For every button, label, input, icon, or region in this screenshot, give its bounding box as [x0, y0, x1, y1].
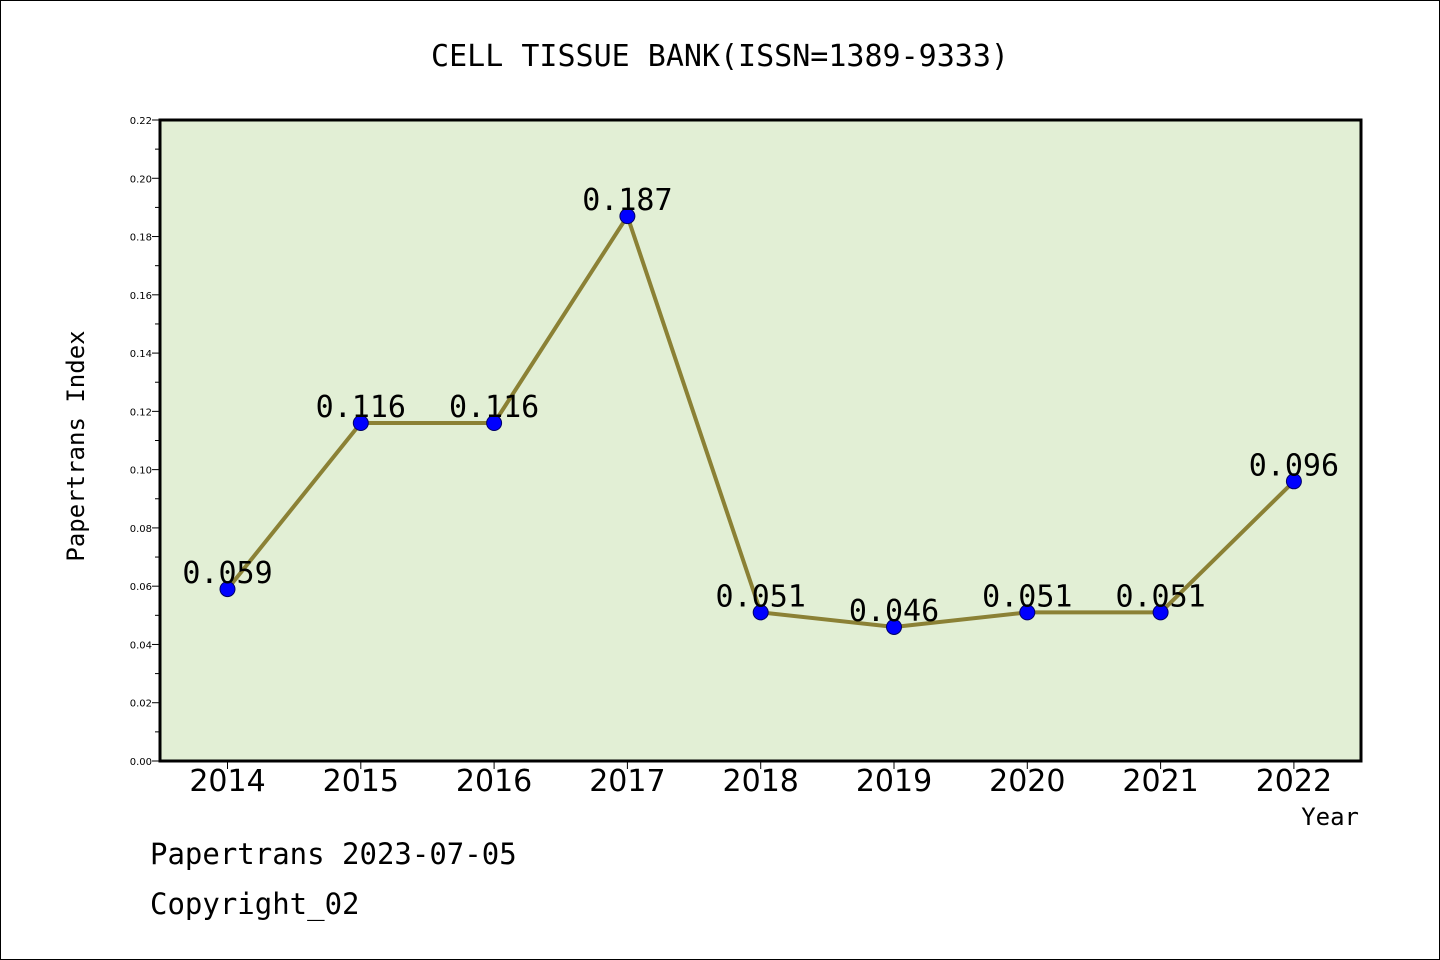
y-tick-label: 0.12 [130, 407, 152, 418]
x-tick-label: 2020 [989, 764, 1065, 799]
data-label: 0.051 [716, 579, 806, 614]
x-tick-label: 2017 [589, 764, 665, 799]
data-label: 0.051 [1115, 579, 1205, 614]
x-axis: 2014 2015 2016 2017 2018 2019 2020 2021 2022 [189, 761, 1332, 799]
y-tick-label: 0.14 [130, 349, 152, 360]
y-axis: 0.00 0.02 0.04 0.06 0.08 0.10 0.12 0.14 0.16 0.18… [130, 116, 160, 768]
y-tick-label: 0.04 [130, 640, 152, 651]
x-tick-label: 2021 [1122, 764, 1198, 799]
y-tick-label: 0.20 [130, 174, 152, 185]
data-label: 0.046 [849, 594, 939, 629]
footer-date: Papertrans 2023-07-05 [150, 837, 517, 871]
data-label: 0.051 [982, 579, 1072, 614]
series-line-group [219, 208, 1302, 635]
x-tick-label: 2015 [323, 764, 399, 799]
data-label-group: 0.059 0.116 0.116 0.187 0.051 0.046 0.051 0.051… [182, 183, 1339, 629]
data-point [1019, 604, 1036, 621]
data-point [352, 415, 369, 432]
data-label: 0.059 [182, 556, 272, 591]
y-tick-label: 0.02 [130, 699, 152, 710]
x-axis-label: Year [1301, 803, 1359, 831]
footer-copyright: Copyright_02 [150, 887, 360, 922]
data-label: 0.116 [316, 390, 406, 425]
data-label: 0.096 [1249, 448, 1339, 483]
x-tick-label: 2016 [456, 764, 532, 799]
y-tick-label: 0.22 [130, 116, 152, 127]
y-tick-label: 0.08 [130, 524, 152, 535]
data-label: 0.187 [582, 183, 672, 218]
data-point [619, 208, 636, 225]
y-tick-label: 0.18 [130, 233, 152, 244]
x-tick-label: 2022 [1256, 764, 1332, 799]
y-tick-label: 0.16 [130, 291, 152, 302]
x-tick-label: 2014 [189, 764, 265, 799]
chart-title: CELL TISSUE BANK(ISSN=1389-9333) [431, 39, 1009, 74]
data-point [1152, 604, 1169, 621]
data-point [219, 581, 236, 598]
data-point [486, 415, 503, 432]
y-axis-label: Papertrans Index [62, 330, 90, 561]
y-tick-label: 0.10 [130, 466, 152, 477]
x-tick-label: 2018 [723, 764, 799, 799]
plot-area [160, 120, 1361, 761]
plot-border [158, 118, 1363, 763]
data-point [752, 604, 769, 621]
y-tick-label: 0.00 [130, 757, 152, 768]
data-point [1285, 473, 1302, 490]
data-label: 0.116 [449, 390, 539, 425]
x-tick-label: 2019 [856, 764, 932, 799]
data-point [886, 618, 902, 635]
y-tick-label: 0.06 [130, 582, 152, 593]
